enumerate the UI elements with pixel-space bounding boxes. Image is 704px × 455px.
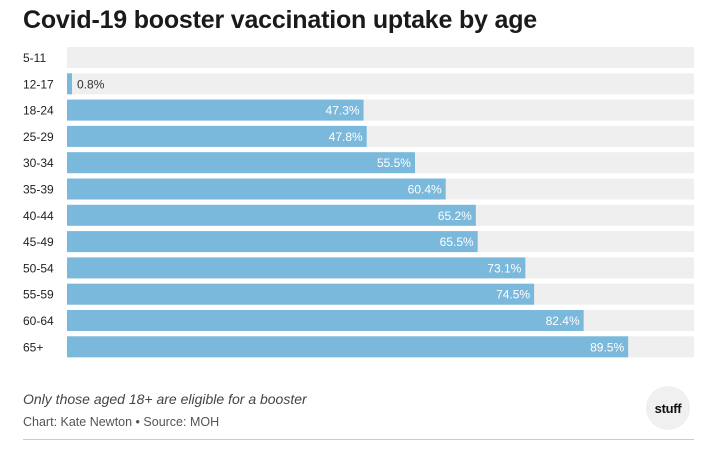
bar-track-12-17 <box>67 73 694 95</box>
category-label: 12-17 <box>23 77 54 91</box>
bar-track-5-11 <box>67 47 694 68</box>
bar-chart: 5-11 12-17 0.8% 18-24 47.3% 25-29 47.8% 30-34 55… <box>23 47 694 358</box>
value-label: 0.8% <box>77 77 105 91</box>
bar-40-44[interactable] <box>67 204 476 226</box>
footer-divider <box>23 439 694 440</box>
bar-55-59[interactable] <box>67 283 535 305</box>
category-label: 60-64 <box>23 314 54 328</box>
bar-12-17[interactable] <box>67 73 73 95</box>
category-label: 18-24 <box>23 104 54 118</box>
bar-65+[interactable] <box>67 336 629 358</box>
value-label: 55.5% <box>377 156 411 170</box>
category-label: 65+ <box>23 340 43 354</box>
bar-60-64[interactable] <box>67 310 584 331</box>
value-label: 74.5% <box>496 288 530 302</box>
category-label: 35-39 <box>23 183 54 197</box>
category-label: 40-44 <box>23 209 54 223</box>
value-label: 73.1% <box>487 261 521 275</box>
bar-50-54[interactable] <box>67 257 526 279</box>
stuff-logo[interactable]: stuff <box>646 386 690 430</box>
bar-45-49[interactable] <box>67 231 478 253</box>
value-label: 82.4% <box>546 314 580 328</box>
chart-title: Covid-19 booster vaccination uptake by a… <box>23 6 537 34</box>
bar-30-34[interactable] <box>67 152 415 174</box>
category-label: 45-49 <box>23 235 54 249</box>
bar-25-29[interactable] <box>67 125 367 147</box>
category-label: 55-59 <box>23 288 54 302</box>
bar-35-39[interactable] <box>67 178 446 200</box>
value-label: 65.5% <box>440 235 474 249</box>
value-label: 47.3% <box>326 104 360 118</box>
category-label: 30-34 <box>23 156 54 170</box>
bar-18-24[interactable] <box>67 99 364 121</box>
category-label: 25-29 <box>23 130 54 144</box>
chart-note: Only those aged 18+ are eligible for a b… <box>23 391 307 407</box>
category-label: 50-54 <box>23 261 54 275</box>
value-label: 89.5% <box>590 340 624 354</box>
category-label: 5-11 <box>23 51 46 65</box>
value-label: 65.2% <box>438 209 472 223</box>
value-label: 60.4% <box>408 183 442 197</box>
value-label: 47.8% <box>329 130 363 144</box>
chart-credit: Chart: Kate Newton • Source: MOH <box>23 415 220 429</box>
